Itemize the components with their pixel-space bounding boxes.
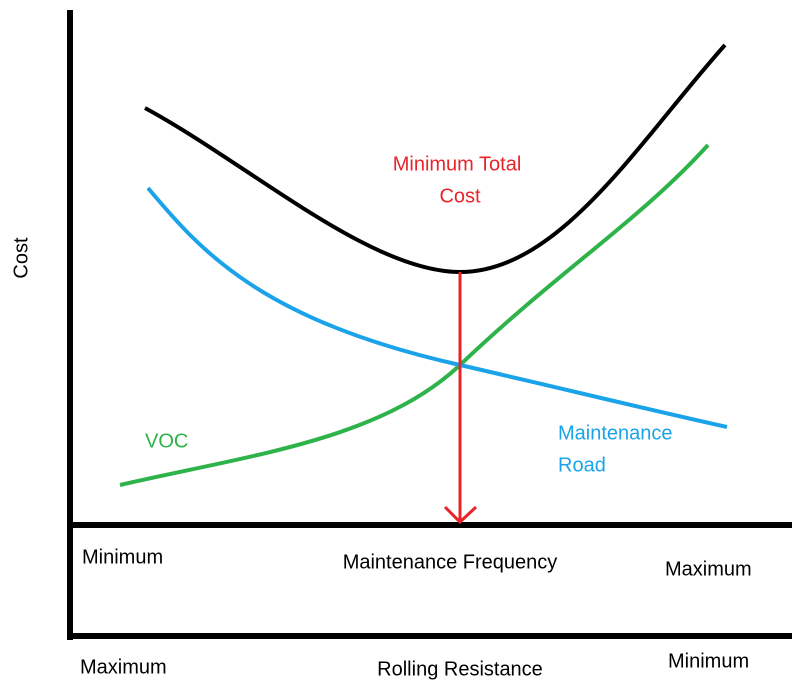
maintenance-label: Road: [558, 454, 606, 476]
axis-left-label: Maximum: [80, 656, 167, 678]
total-label: Cost: [439, 185, 481, 207]
maintenance-label: Maintenance: [558, 422, 673, 444]
axis-right-label: Minimum: [668, 650, 749, 672]
arrow-head: [443, 505, 478, 525]
maintenance-curve: [146, 186, 728, 429]
voc-label: VOC: [145, 430, 188, 452]
y-axis-label: Cost: [10, 237, 32, 279]
axis-title: Maintenance Frequency: [343, 551, 558, 573]
axis-right-label: Maximum: [665, 558, 752, 580]
total-label: Minimum Total: [393, 153, 522, 175]
axis-left-label: Minimum: [82, 546, 163, 568]
axis-title: Rolling Resistance: [377, 658, 543, 680]
